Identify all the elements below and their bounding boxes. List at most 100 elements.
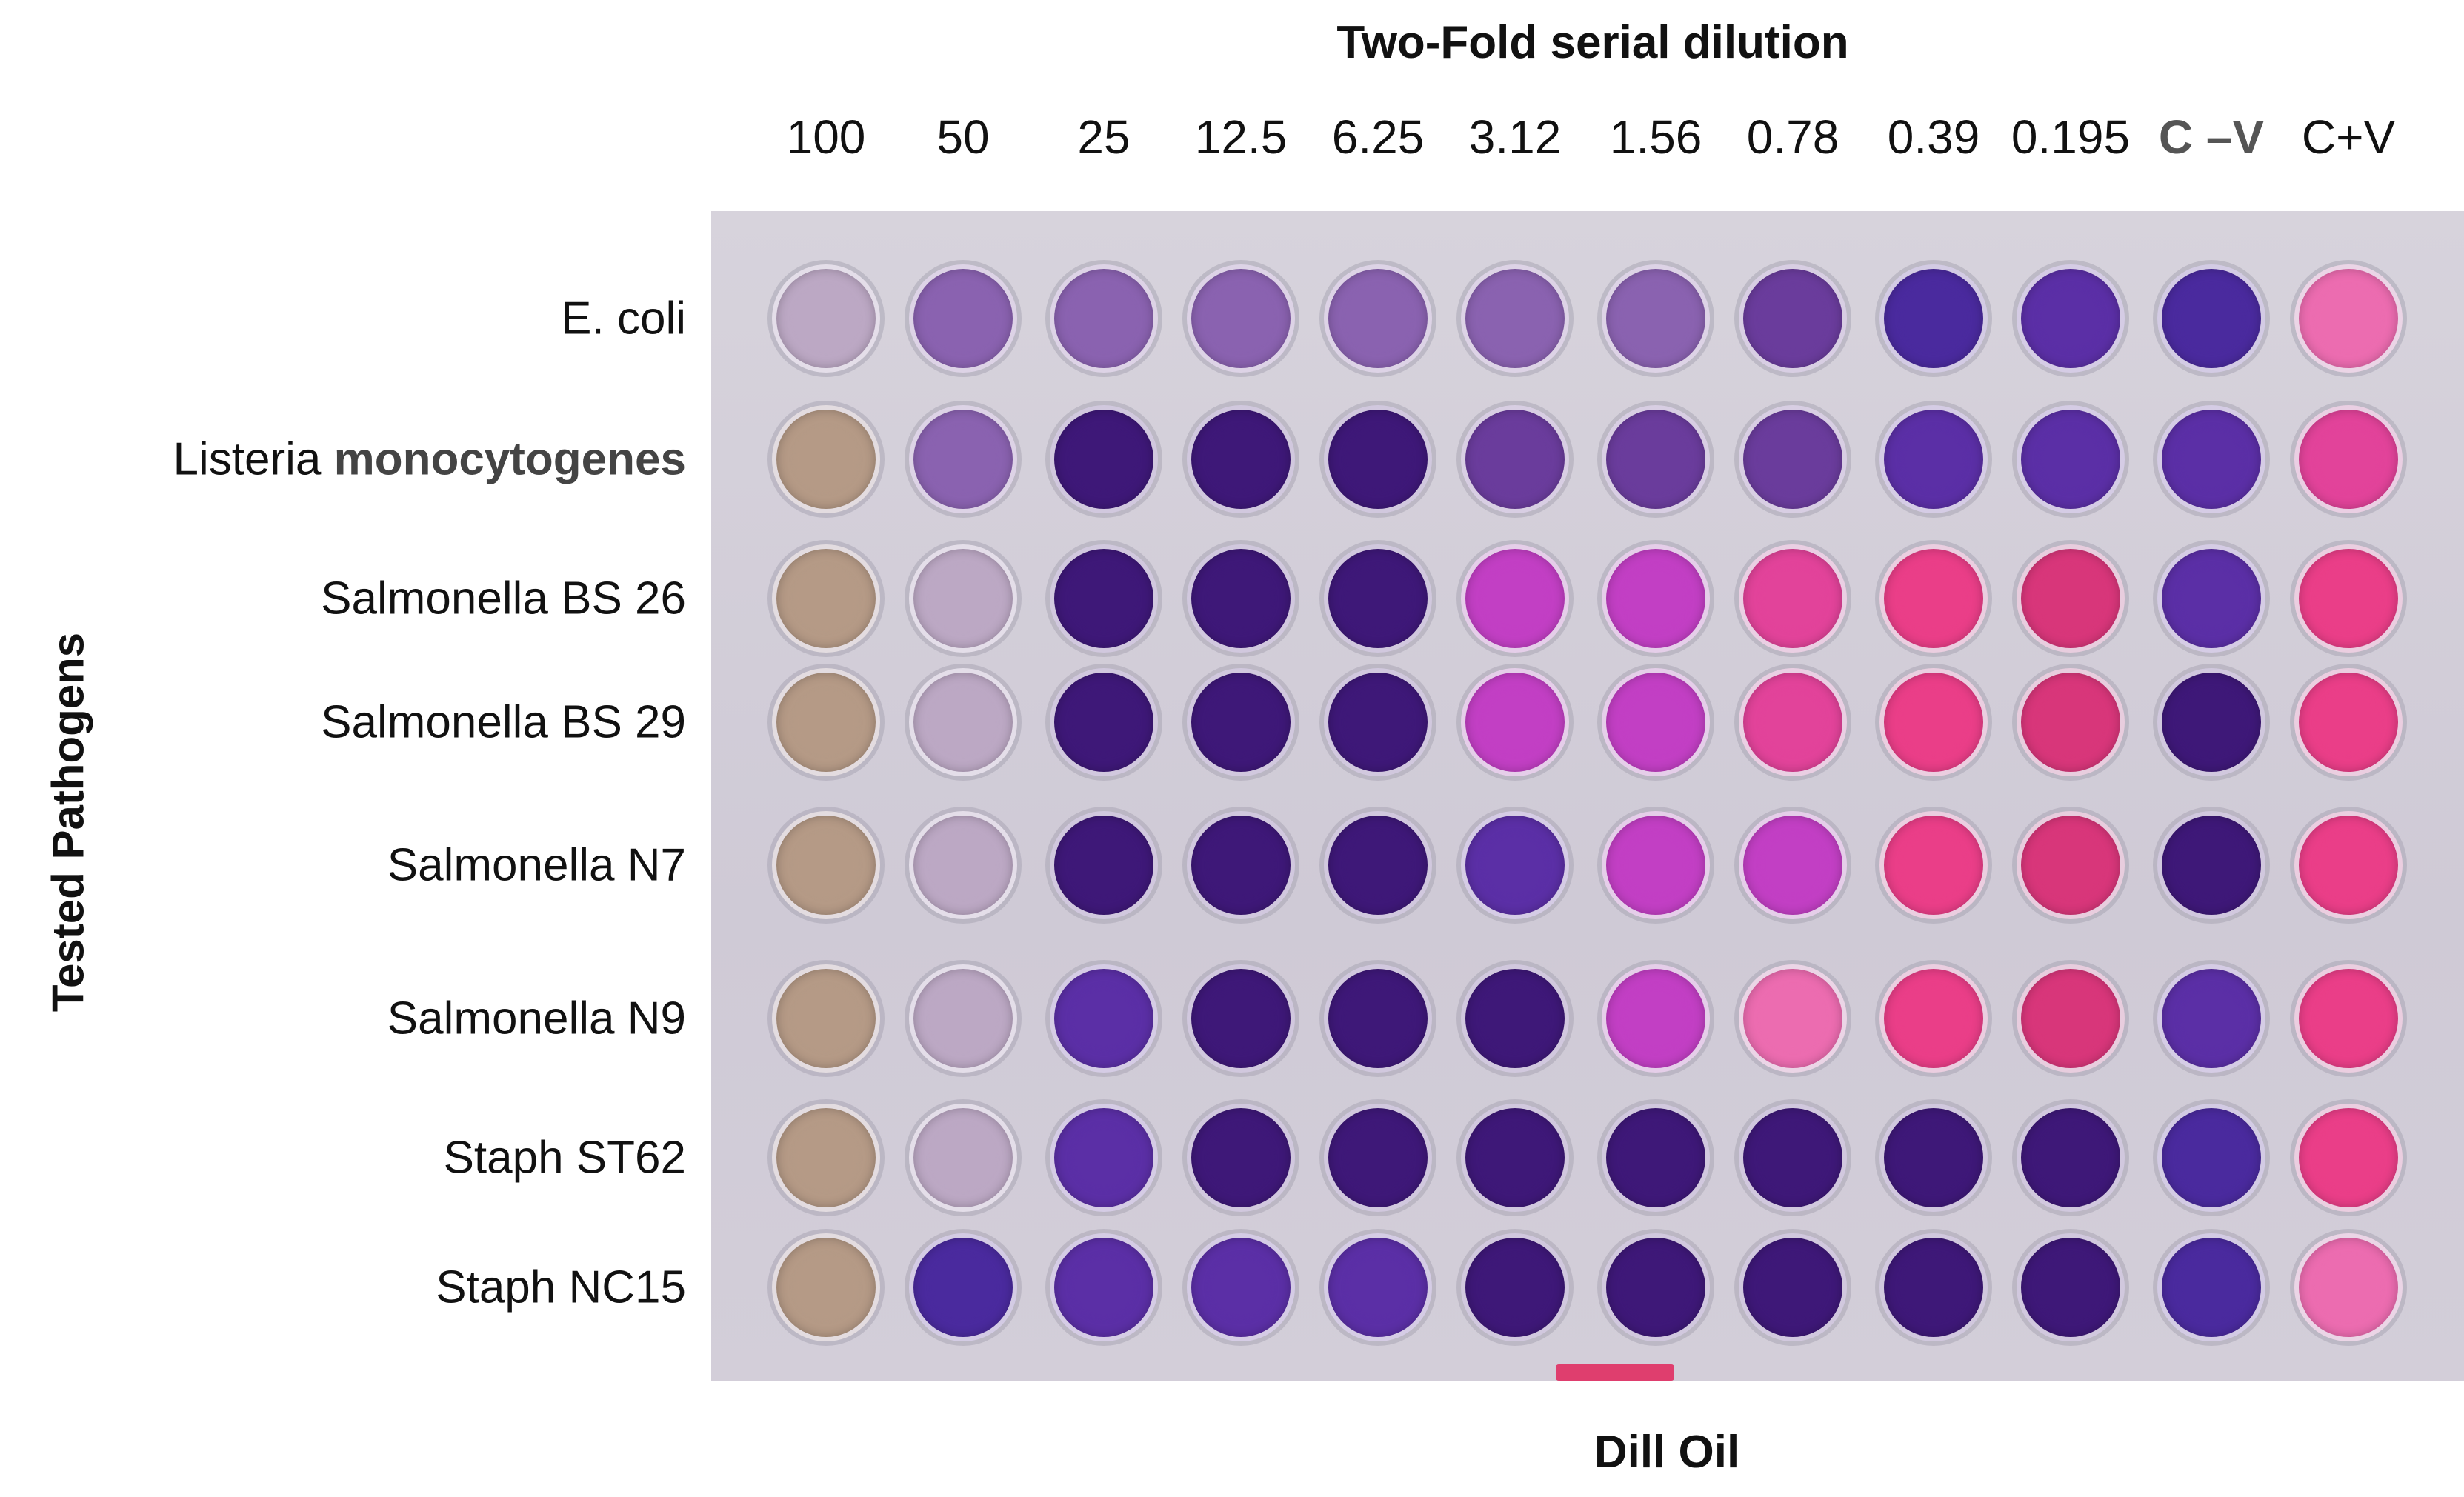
well-core [1902, 427, 1965, 491]
well-core [794, 1126, 858, 1190]
well [2157, 668, 2265, 776]
well-core [2317, 567, 2380, 630]
well-core [2180, 833, 2243, 897]
well-core [794, 1256, 858, 1319]
well [1324, 264, 1432, 373]
well [2294, 1233, 2403, 1341]
well-core [1209, 427, 1273, 491]
well [1461, 811, 1569, 919]
well [1602, 811, 1710, 919]
well [909, 264, 1017, 373]
well [1187, 544, 1295, 653]
well [909, 811, 1017, 919]
well-core [2039, 567, 2102, 630]
well [2294, 264, 2403, 373]
well-core [1072, 1126, 1136, 1190]
column-label: 6.25 [1331, 110, 1425, 164]
well-core [1761, 287, 1825, 350]
well-core [1624, 690, 1688, 754]
well-core [1761, 833, 1825, 897]
well-core [1209, 833, 1273, 897]
row-label-text: Salmonella BS 29 [321, 696, 686, 748]
column-label: 1.56 [1609, 110, 1702, 164]
well [2017, 964, 2125, 1073]
well-core [1624, 833, 1688, 897]
well-core [2039, 1126, 2102, 1190]
well-core [794, 690, 858, 754]
well-core [2039, 427, 2102, 491]
well [1602, 1104, 1710, 1212]
row-label-text-bold: monocytogenes [333, 433, 686, 485]
well [1050, 544, 1158, 653]
well-core [931, 287, 995, 350]
well [772, 811, 880, 919]
well-core [2039, 690, 2102, 754]
well-core [2180, 427, 2243, 491]
well-core [1483, 833, 1547, 897]
well-core [1346, 987, 1410, 1050]
well [1879, 264, 1988, 373]
well [1602, 1233, 1710, 1341]
well-core [794, 567, 858, 630]
well [1739, 264, 1847, 373]
well-core [794, 287, 858, 350]
well-core [1902, 1126, 1965, 1190]
well [1050, 668, 1158, 776]
well [2157, 405, 2265, 513]
well-core [931, 567, 995, 630]
well [2157, 1104, 2265, 1212]
well-core [931, 1256, 995, 1319]
column-label: 0.39 [1887, 110, 1980, 164]
well [1461, 544, 1569, 653]
well-core [794, 427, 858, 491]
well [1324, 668, 1432, 776]
well-core [1624, 987, 1688, 1050]
well-core [1483, 1256, 1547, 1319]
well-core [1624, 567, 1688, 630]
well [1879, 544, 1988, 653]
well-core [1761, 427, 1825, 491]
row-label-text: Salmonella N7 [387, 839, 686, 891]
well-core [2317, 1256, 2380, 1319]
well-core [1072, 567, 1136, 630]
well-core [1761, 1126, 1825, 1190]
well [1187, 1104, 1295, 1212]
well [1050, 1104, 1158, 1212]
well-core [2180, 690, 2243, 754]
well-core [1209, 567, 1273, 630]
well-core [1624, 287, 1688, 350]
row-label: Salmonella BS 26 [321, 573, 686, 625]
row-label: Salmonella N9 [387, 993, 686, 1045]
well [909, 668, 1017, 776]
well [2294, 964, 2403, 1073]
row-label: Salmonella N7 [387, 839, 686, 892]
well-core [1902, 833, 1965, 897]
well-core [1902, 567, 1965, 630]
row-label-text: Salmonella BS 26 [321, 573, 686, 624]
row-label: Staph ST62 [444, 1132, 686, 1184]
well-core [1346, 287, 1410, 350]
well-core [1209, 287, 1273, 350]
well [1461, 964, 1569, 1073]
well [772, 264, 880, 373]
well [2294, 1104, 2403, 1212]
well-core [2317, 987, 2380, 1050]
well [1050, 1233, 1158, 1341]
well-core [1346, 567, 1410, 630]
well-core [2039, 1256, 2102, 1319]
well [1324, 1233, 1432, 1341]
well [1324, 1104, 1432, 1212]
well [1187, 264, 1295, 373]
well-core [931, 833, 995, 897]
well [2294, 544, 2403, 653]
well [2157, 811, 2265, 919]
well-core [2180, 987, 2243, 1050]
well [2157, 1233, 2265, 1341]
well-core [1072, 1256, 1136, 1319]
row-label: Salmonella BS 29 [321, 696, 686, 749]
well-core [1483, 987, 1547, 1050]
well-core [931, 690, 995, 754]
well-core [1072, 427, 1136, 491]
well-core [931, 427, 995, 491]
well-core [2180, 567, 2243, 630]
